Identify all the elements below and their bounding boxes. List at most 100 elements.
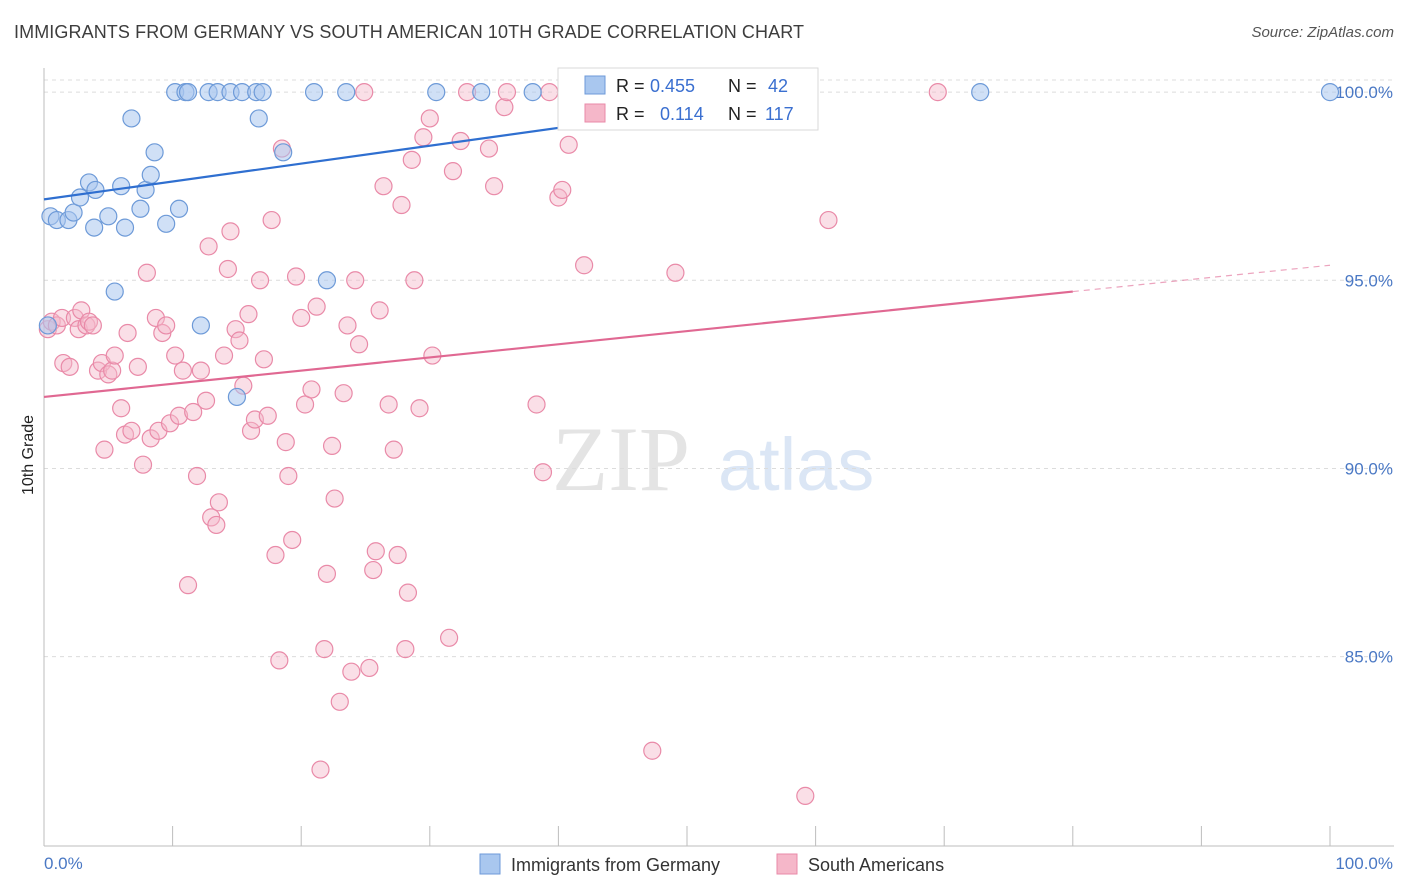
legend-n-label-2: N = <box>728 104 757 124</box>
point-immigrants-from-germany <box>191 316 210 335</box>
point-south-americans <box>169 406 189 425</box>
point-immigrants-from-germany <box>131 199 150 218</box>
y-tick-label-90: 90.0% <box>1345 459 1393 478</box>
point-south-americans <box>137 263 156 282</box>
legend-r-value-2: 0.114 <box>660 104 704 124</box>
point-south-americans <box>157 316 176 335</box>
point-immigrants-from-germany <box>253 83 272 102</box>
point-south-americans <box>349 335 369 354</box>
point-south-americans <box>364 560 383 580</box>
point-south-americans <box>311 760 330 779</box>
point-immigrants-from-germany <box>145 143 164 162</box>
point-immigrants-from-germany <box>105 282 124 301</box>
series-immigrants-from-germany <box>38 83 1340 407</box>
point-south-americans <box>338 316 357 335</box>
point-south-americans <box>196 391 216 410</box>
point-south-americans <box>322 436 342 455</box>
point-south-americans <box>928 83 947 102</box>
point-south-americans <box>133 455 153 474</box>
bottom-legend-germany: Immigrants from Germany <box>511 855 720 875</box>
bottom-legend-swatch-germany <box>479 853 501 875</box>
point-immigrants-from-germany <box>99 207 118 226</box>
point-south-americans <box>495 98 514 117</box>
point-south-americans <box>254 350 274 369</box>
point-south-americans <box>396 640 415 659</box>
point-south-americans <box>370 301 389 320</box>
bottom-legend-south: South Americans <box>808 855 944 875</box>
watermark-atlas: atlas <box>718 423 874 506</box>
point-south-americans <box>342 662 361 681</box>
point-south-americans <box>302 380 321 399</box>
point-immigrants-from-germany <box>304 83 324 102</box>
point-south-americans <box>250 271 270 290</box>
point-south-americans <box>443 162 463 181</box>
point-immigrants-from-germany <box>274 143 293 162</box>
point-south-americans <box>118 323 137 343</box>
point-south-americans <box>819 210 838 230</box>
y-tick-label-100: 100.0% <box>1335 83 1393 102</box>
series-legend: Immigrants from Germany South Americans <box>479 853 944 875</box>
point-immigrants-from-germany <box>70 188 90 207</box>
point-south-americans <box>286 267 306 286</box>
point-south-americans <box>388 545 407 565</box>
point-south-americans <box>533 463 553 482</box>
point-south-americans <box>218 259 237 279</box>
point-south-americans <box>276 433 295 452</box>
legend-swatch-germany <box>584 75 606 95</box>
point-south-americans <box>374 177 393 196</box>
point-immigrants-from-germany <box>112 177 131 196</box>
point-south-americans <box>666 263 685 282</box>
y-tick-label-95: 95.0% <box>1345 271 1393 290</box>
point-south-americans <box>366 542 385 561</box>
point-south-americans <box>52 308 72 328</box>
point-south-americans <box>360 658 379 678</box>
point-south-americans <box>283 530 302 550</box>
point-south-americans <box>402 150 421 169</box>
legend-r-label-2: R = <box>616 104 645 124</box>
point-south-americans <box>497 83 517 102</box>
point-south-americans <box>559 135 578 154</box>
watermark-zip: ZIP <box>552 408 690 510</box>
trend-line-south-extension <box>1072 264 1331 293</box>
point-south-americans <box>95 440 114 459</box>
point-south-americans <box>262 210 281 230</box>
point-south-americans <box>173 361 192 380</box>
point-immigrants-from-germany <box>1320 83 1340 102</box>
trend-line-south <box>43 290 1073 399</box>
point-south-americans <box>207 515 226 535</box>
point-south-americans <box>279 466 298 486</box>
y-tick-labels: 85.0% 90.0% 95.0% 100.0% <box>1335 83 1393 667</box>
y-tick-label-85: 85.0% <box>1345 648 1393 667</box>
point-south-americans <box>209 493 228 512</box>
point-immigrants-from-germany <box>178 83 198 102</box>
point-immigrants-from-germany <box>249 109 268 128</box>
point-immigrants-from-germany <box>115 218 135 237</box>
point-south-americans <box>796 786 815 805</box>
point-south-americans <box>292 308 311 328</box>
point-south-americans <box>266 545 285 565</box>
point-immigrants-from-germany <box>169 199 189 218</box>
point-south-americans <box>330 692 349 711</box>
bottom-legend-swatch-south <box>776 853 798 875</box>
legend-n-label-1: N = <box>728 76 757 96</box>
point-south-americans <box>479 139 499 158</box>
x-tick-label-0: 0.0% <box>44 854 83 873</box>
point-south-americans <box>122 421 141 440</box>
point-south-americans <box>540 83 559 102</box>
x-tick-label-100: 100.0% <box>1335 854 1393 873</box>
axes <box>43 68 1394 847</box>
point-south-americans <box>60 357 79 376</box>
correlation-legend: R = 0.455 N = 42 R = 0.114 N = 117 <box>557 67 819 131</box>
point-south-americans <box>226 320 245 339</box>
point-south-americans <box>410 399 429 418</box>
x-tick-labels: 0.0% 100.0% <box>44 854 1393 873</box>
point-south-americans <box>334 384 353 403</box>
trend-lines <box>43 91 1331 399</box>
point-south-americans <box>239 305 258 324</box>
y-axis-label: 10th Grade <box>20 415 37 495</box>
point-south-americans <box>307 297 326 316</box>
point-south-americans <box>146 308 165 328</box>
point-south-americans <box>420 109 439 128</box>
point-immigrants-from-germany <box>227 387 246 407</box>
